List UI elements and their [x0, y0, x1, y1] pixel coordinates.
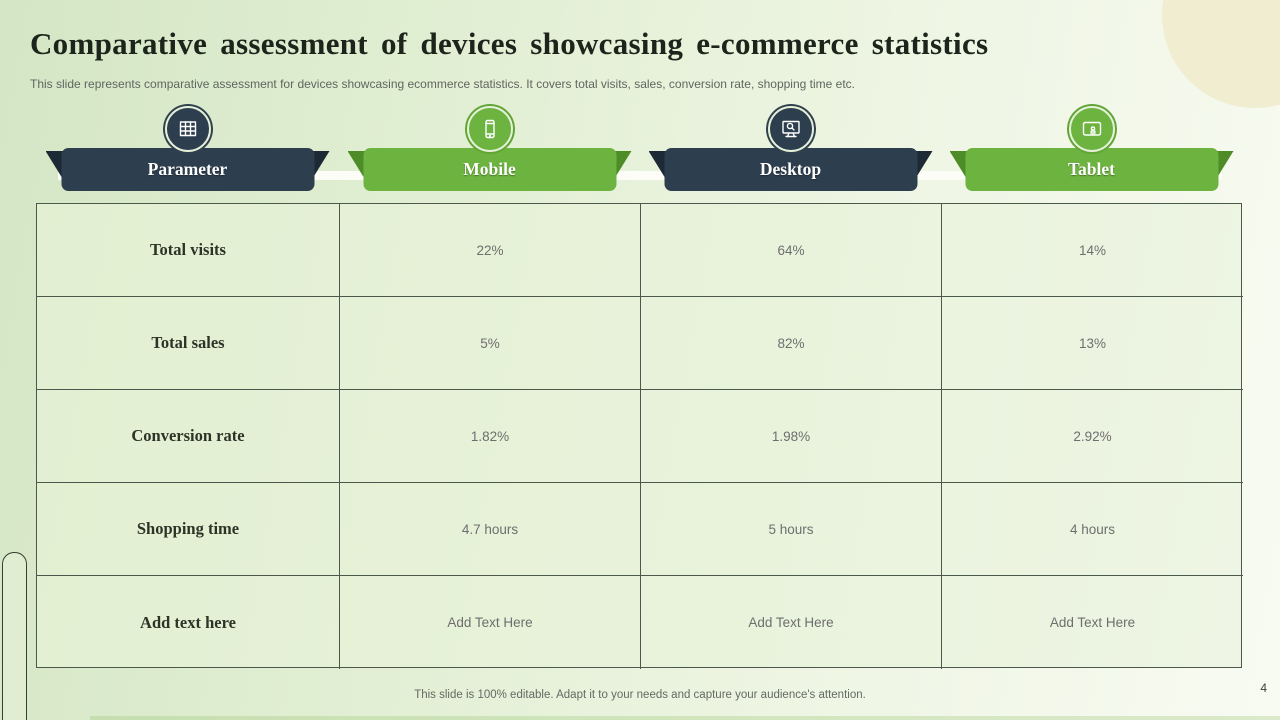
cell-add-text-mobile[interactable]: Add Text Here [340, 576, 641, 669]
stats-table: Total visits 22% 64% 14% Total sales 5% … [36, 203, 1243, 669]
row-label-add-text[interactable]: Add text here [37, 576, 340, 669]
cell-conversion-rate-mobile: 1.82% [340, 390, 641, 483]
parameter-ribbon: Parameter [61, 148, 314, 191]
page-number: 4 [1260, 681, 1267, 695]
desktop-ribbon-label: Desktop [759, 159, 822, 179]
cell-total-sales-tablet: 13% [942, 297, 1243, 390]
cell-total-sales-mobile: 5% [340, 297, 641, 390]
cell-add-text-tablet[interactable]: Add Text Here [1049, 615, 1136, 630]
slide-title: Comparative assessment of devices showca… [30, 26, 989, 61]
slide-footer-note: This slide is 100% editable. Adapt it to… [414, 689, 866, 701]
cell-conversion-rate-desktop: 1.98% [641, 390, 942, 483]
table-grid-icon [179, 121, 196, 137]
row-label-total-visits: Total visits [37, 204, 340, 297]
cell-total-sales-desktop: 82% [641, 297, 942, 390]
tablet-touch-icon [1082, 121, 1101, 136]
desktop-ribbon: Desktop [664, 148, 917, 191]
cell-total-visits-mobile: 22% [340, 204, 641, 297]
header-connector-line [58, 171, 1222, 180]
decorative-bottom-strip [90, 716, 1280, 720]
column-header-tablet: Tablet [941, 106, 1242, 194]
slide-subtitle: This slide represents comparative assess… [30, 77, 855, 91]
cell-total-visits-desktop: 64% [641, 204, 942, 297]
tablet-ribbon-label: Tablet [1067, 159, 1115, 179]
decorative-left-pill [2, 552, 27, 720]
mobile-icon-badge [466, 106, 513, 152]
column-header-mobile: Mobile [339, 106, 640, 194]
desktop-search-icon [781, 120, 800, 138]
mobile-ribbon-label: Mobile [463, 159, 516, 179]
parameter-icon-badge [164, 106, 211, 152]
decorative-circle [1162, 0, 1280, 108]
cell-add-text-desktop[interactable]: Add Text Here [641, 576, 942, 669]
row-label-shopping-time: Shopping time [37, 483, 340, 576]
row-label-total-sales: Total sales [37, 297, 340, 390]
cell-shopping-time-desktop: 5 hours [641, 483, 942, 576]
mobile-ribbon: Mobile [363, 148, 616, 191]
cell-shopping-time-tablet: 4 hours [942, 483, 1243, 576]
cell-total-visits-tablet: 14% [942, 204, 1243, 297]
parameter-ribbon-label: Parameter [147, 159, 228, 179]
desktop-icon-badge [767, 106, 814, 152]
tablet-ribbon: Tablet [965, 148, 1218, 191]
row-label-conversion-rate: Conversion rate [37, 390, 340, 483]
tablet-icon-badge [1068, 106, 1115, 152]
column-header-desktop: Desktop [640, 106, 941, 194]
smartphone-icon [484, 119, 495, 139]
column-header-parameter: Parameter [36, 106, 339, 194]
cell-conversion-rate-tablet: 2.92% [942, 390, 1243, 483]
cell-shopping-time-mobile: 4.7 hours [340, 483, 641, 576]
